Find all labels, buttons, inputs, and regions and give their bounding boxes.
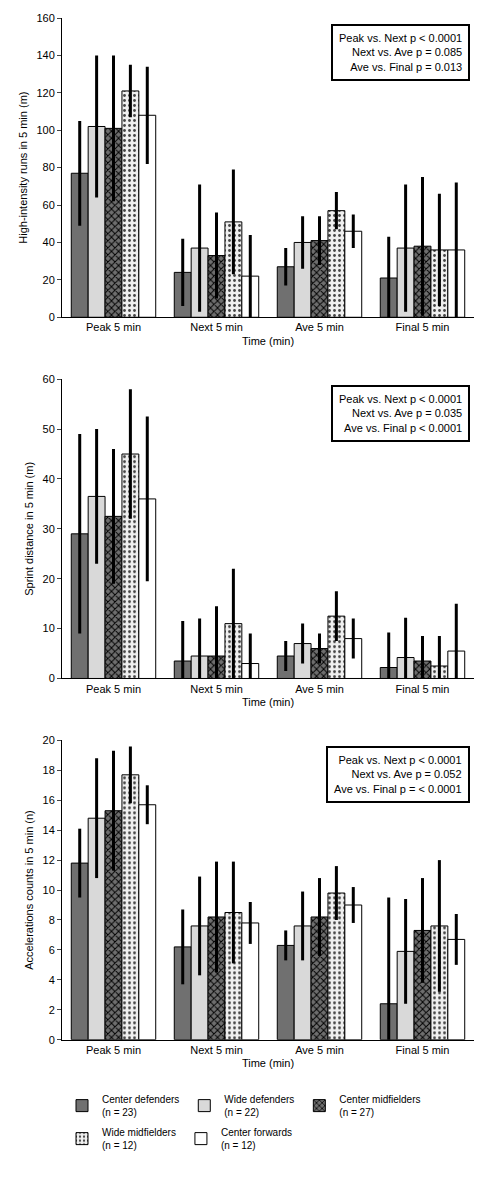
svg-text:30: 30 [43, 523, 55, 535]
svg-text:Accelerations counts in 5 min: Accelerations counts in 5 min (n) [23, 810, 35, 970]
svg-text:120: 120 [36, 87, 54, 99]
svg-text:20: 20 [43, 734, 55, 746]
svg-text:Sprint distance in 5 min (m): Sprint distance in 5 min (m) [23, 462, 35, 596]
svg-text:Time (min): Time (min) [242, 1057, 294, 1069]
svg-text:Next 5 min: Next 5 min [190, 683, 243, 695]
svg-text:Center forwards(n = 12): Center forwards(n = 12) [221, 1127, 292, 1151]
svg-text:12: 12 [43, 854, 55, 866]
svg-text:6: 6 [49, 944, 55, 956]
svg-text:4: 4 [49, 974, 55, 986]
svg-text:Ave 5 min: Ave 5 min [295, 683, 344, 695]
svg-text:Time (min): Time (min) [242, 335, 294, 347]
svg-text:Next 5 min: Next 5 min [190, 321, 243, 333]
svg-text:Peak vs. Next p < 0.0001Next v: Peak vs. Next p < 0.0001Next vs. Ave p =… [339, 32, 462, 73]
svg-text:8: 8 [49, 914, 55, 926]
svg-text:20: 20 [43, 274, 55, 286]
svg-text:10: 10 [43, 884, 55, 896]
svg-text:Wide defenders(n = 22): Wide defenders(n = 22) [224, 1094, 294, 1118]
svg-text:0: 0 [49, 672, 55, 684]
svg-text:14: 14 [43, 824, 55, 836]
svg-text:50: 50 [43, 423, 55, 435]
svg-text:0: 0 [49, 1034, 55, 1046]
svg-text:Next 5 min: Next 5 min [190, 1044, 243, 1056]
svg-text:Center defenders(n = 23): Center defenders(n = 23) [102, 1094, 179, 1118]
svg-text:High-intensity runs in 5 min (: High-intensity runs in 5 min (m) [17, 92, 29, 244]
svg-text:Peak 5 min: Peak 5 min [86, 1044, 141, 1056]
svg-text:20: 20 [43, 573, 55, 585]
svg-text:160: 160 [36, 12, 54, 24]
svg-text:Final 5 min: Final 5 min [396, 683, 450, 695]
svg-text:Center midfielders(n = 27): Center midfielders(n = 27) [339, 1094, 420, 1118]
svg-text:Ave 5 min: Ave 5 min [295, 321, 344, 333]
svg-text:40: 40 [43, 473, 55, 485]
svg-text:10: 10 [43, 622, 55, 634]
svg-text:80: 80 [43, 161, 55, 173]
svg-text:Ave 5 min: Ave 5 min [295, 1044, 344, 1056]
svg-text:Peak vs. Next p < 0.0001Next v: Peak vs. Next p < 0.0001Next vs. Ave p =… [339, 393, 462, 434]
svg-text:Time (min): Time (min) [242, 696, 294, 708]
svg-text:100: 100 [36, 124, 54, 136]
svg-text:Final 5 min: Final 5 min [396, 1044, 450, 1056]
svg-text:Peak vs. Next p < 0.0001Next v: Peak vs. Next p < 0.0001Next vs. Ave p =… [334, 754, 462, 795]
svg-text:Final 5 min: Final 5 min [396, 321, 450, 333]
svg-text:Peak 5 min: Peak 5 min [86, 321, 141, 333]
svg-text:140: 140 [36, 49, 54, 61]
svg-text:2: 2 [49, 1004, 55, 1016]
svg-text:Peak 5 min: Peak 5 min [86, 683, 141, 695]
svg-text:16: 16 [43, 794, 55, 806]
svg-text:18: 18 [43, 764, 55, 776]
svg-text:60: 60 [43, 199, 55, 211]
svg-text:40: 40 [43, 236, 55, 248]
svg-text:0: 0 [49, 311, 55, 323]
svg-text:Wide midfielders(n = 12): Wide midfielders(n = 12) [102, 1127, 176, 1151]
svg-text:60: 60 [43, 373, 55, 385]
